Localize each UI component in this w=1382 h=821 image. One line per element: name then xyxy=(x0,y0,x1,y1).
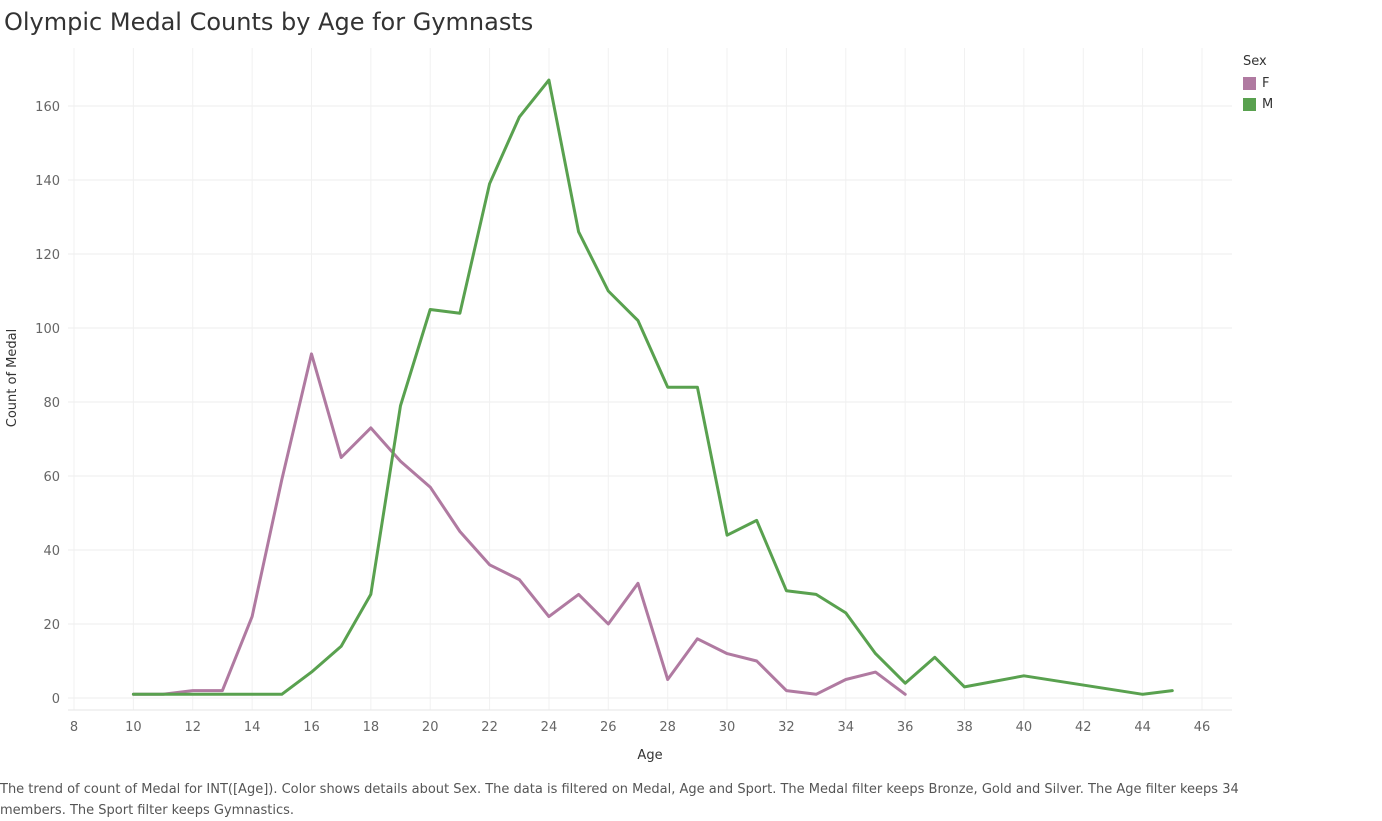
x-tick-label: 38 xyxy=(956,720,973,735)
y-tick-label: 140 xyxy=(35,174,60,189)
legend-swatch-f xyxy=(1243,77,1256,90)
x-tick-label: 40 xyxy=(1016,720,1033,735)
x-tick-label: 22 xyxy=(481,720,498,735)
y-tick-label: 60 xyxy=(43,470,60,485)
x-axis-ticks: 8 10 12 14 16 18 20 22 24 26 28 30 32 34 36 38 40 42 44 46 xyxy=(70,720,1210,735)
x-tick-label: 36 xyxy=(897,720,914,735)
y-axis-label: Count of Medal xyxy=(5,329,20,427)
y-tick-label: 0 xyxy=(52,692,60,707)
x-tick-label: 8 xyxy=(70,720,78,735)
y-axis-ticks: 0 20 40 60 80 100 120 140 160 xyxy=(35,100,60,707)
legend-item-f[interactable]: F xyxy=(1243,73,1273,94)
series-line-f[interactable] xyxy=(131,352,907,696)
x-tick-label: 20 xyxy=(422,720,439,735)
y-tick-label: 120 xyxy=(35,248,60,263)
grid xyxy=(68,48,1232,711)
x-tick-label: 26 xyxy=(600,720,617,735)
series-lines xyxy=(131,78,1174,696)
legend: Sex F M xyxy=(1243,54,1273,115)
legend-swatch-m xyxy=(1243,98,1256,111)
legend-label-f: F xyxy=(1262,76,1270,91)
legend-title: Sex xyxy=(1243,54,1267,69)
x-tick-label: 16 xyxy=(303,720,320,735)
x-tick-label: 46 xyxy=(1194,720,1211,735)
x-tick-label: 24 xyxy=(541,720,558,735)
y-tick-label: 20 xyxy=(43,618,60,633)
chart-caption: The trend of count of Medal for INT([Age… xyxy=(0,782,1239,818)
chart-title: Olympic Medal Counts by Age for Gymnasts xyxy=(4,8,534,36)
x-axis-label: Age xyxy=(637,748,662,763)
x-tick-label: 12 xyxy=(184,720,201,735)
x-tick-label: 42 xyxy=(1075,720,1092,735)
y-tick-label: 160 xyxy=(35,100,60,115)
x-tick-label: 34 xyxy=(838,720,855,735)
x-tick-label: 18 xyxy=(363,720,380,735)
x-tick-label: 44 xyxy=(1134,720,1151,735)
y-tick-label: 80 xyxy=(43,396,60,411)
series-line-m[interactable] xyxy=(131,78,1174,696)
legend-label-m: M xyxy=(1262,97,1274,112)
x-tick-label: 28 xyxy=(659,720,676,735)
x-tick-label: 10 xyxy=(125,720,142,735)
y-tick-label: 40 xyxy=(43,544,60,559)
y-tick-label: 100 xyxy=(35,322,60,337)
legend-item-m[interactable]: M xyxy=(1243,94,1273,115)
x-tick-label: 30 xyxy=(719,720,736,735)
x-tick-label: 14 xyxy=(244,720,261,735)
x-tick-label: 32 xyxy=(778,720,795,735)
